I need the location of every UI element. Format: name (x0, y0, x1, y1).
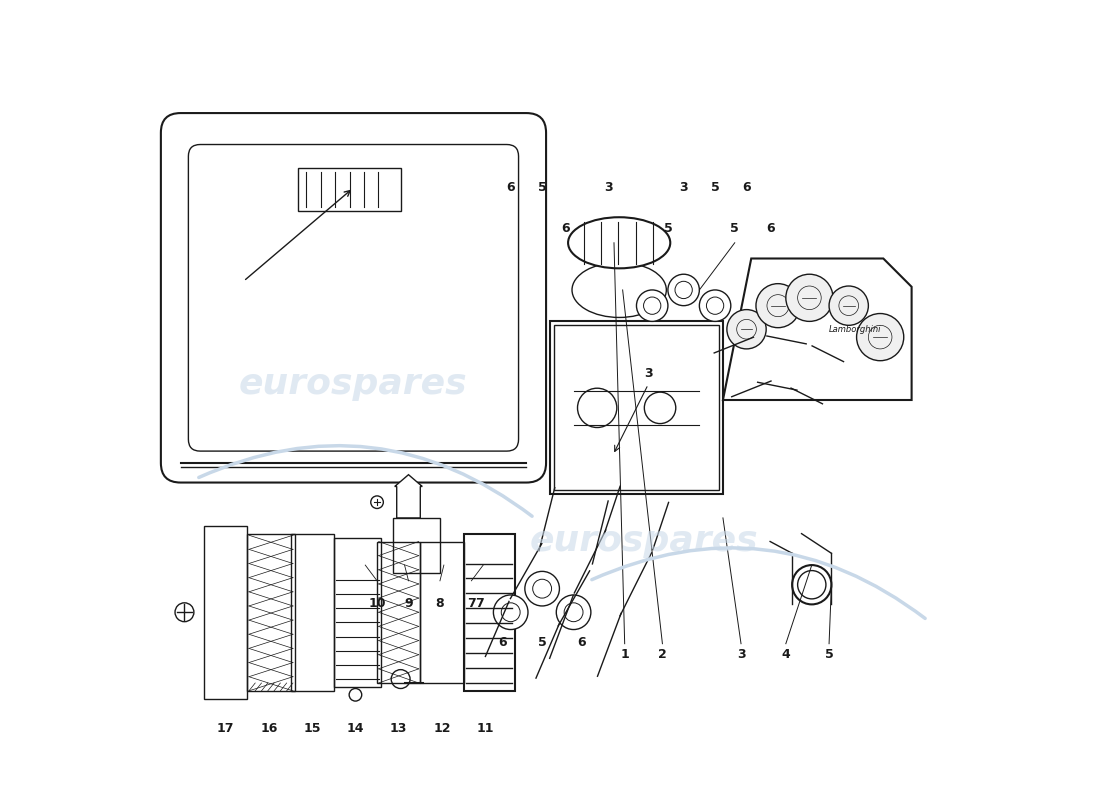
Circle shape (785, 274, 833, 322)
Text: 5: 5 (711, 182, 719, 194)
Bar (463, 534, 515, 691)
Bar (420, 542, 463, 683)
Bar (333, 538, 381, 687)
Bar (377, 542, 420, 683)
Bar (393, 518, 440, 573)
Bar (248, 534, 295, 691)
Bar (205, 526, 248, 698)
Bar (554, 326, 719, 490)
Text: 14: 14 (346, 722, 364, 735)
Text: 16: 16 (261, 722, 277, 735)
Circle shape (727, 310, 767, 349)
Text: 11: 11 (476, 722, 494, 735)
Text: 15: 15 (304, 722, 321, 735)
Text: 3: 3 (737, 648, 746, 661)
Text: 5: 5 (663, 222, 672, 235)
Text: 6: 6 (561, 222, 570, 235)
Text: 13: 13 (390, 722, 407, 735)
Text: 3: 3 (680, 182, 688, 194)
Circle shape (525, 571, 560, 606)
Text: eurospares: eurospares (530, 525, 759, 558)
Bar (298, 168, 400, 211)
Text: 6: 6 (506, 182, 515, 194)
Text: 10: 10 (368, 597, 386, 610)
FancyArrow shape (395, 474, 422, 518)
Text: Lamborghini: Lamborghini (828, 325, 881, 334)
Text: 5: 5 (730, 222, 739, 235)
Text: 3: 3 (644, 367, 652, 380)
Circle shape (829, 286, 868, 326)
Text: 3: 3 (605, 182, 614, 194)
Bar (290, 534, 333, 691)
Text: 6: 6 (742, 182, 751, 194)
Text: 1: 1 (620, 648, 629, 661)
Ellipse shape (568, 218, 670, 268)
Text: 6: 6 (766, 222, 774, 235)
PathPatch shape (723, 258, 912, 400)
Circle shape (668, 274, 700, 306)
Bar (550, 322, 723, 494)
Text: 12: 12 (433, 722, 451, 735)
Circle shape (557, 595, 591, 630)
Text: 17: 17 (217, 722, 234, 735)
Text: 8: 8 (436, 597, 444, 610)
Text: 6: 6 (578, 636, 586, 649)
Text: 5: 5 (538, 182, 547, 194)
Text: 7: 7 (468, 597, 476, 610)
Text: 4: 4 (781, 648, 790, 661)
Circle shape (756, 284, 800, 328)
Circle shape (700, 290, 730, 322)
Text: 2: 2 (658, 648, 667, 661)
Text: 6: 6 (498, 636, 507, 649)
Circle shape (637, 290, 668, 322)
Text: 9: 9 (404, 597, 412, 610)
Circle shape (494, 595, 528, 630)
Circle shape (371, 496, 383, 509)
Text: 7: 7 (475, 597, 484, 610)
Circle shape (349, 689, 362, 701)
Text: eurospares: eurospares (239, 367, 468, 402)
Circle shape (792, 565, 832, 604)
Text: 5: 5 (538, 636, 547, 649)
Circle shape (857, 314, 904, 361)
Text: 5: 5 (825, 648, 834, 661)
